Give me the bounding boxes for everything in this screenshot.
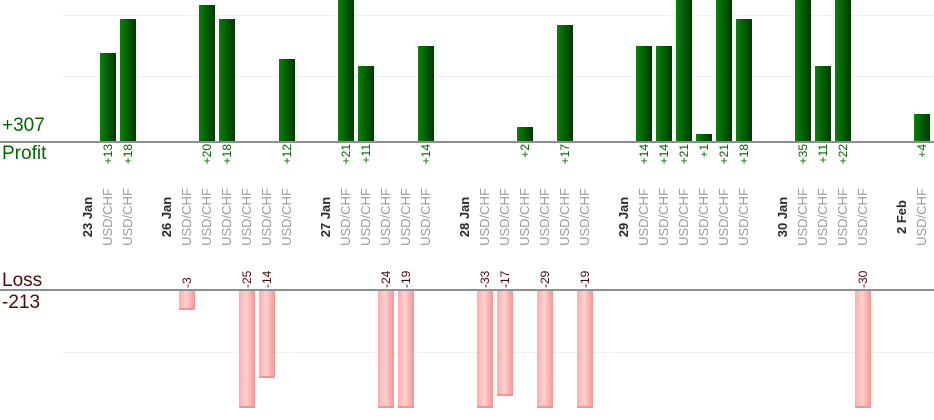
- profit-bar: [696, 134, 712, 141]
- loss-bar: [179, 291, 195, 310]
- profit-bar: [120, 19, 136, 141]
- profit-bar: [676, 0, 692, 141]
- profit-total-label: +307: [2, 115, 45, 136]
- loss-axis-baseline: [0, 289, 934, 291]
- loss-bar: [855, 291, 871, 408]
- gridline-top-2: [63, 76, 934, 77]
- loss-total-label: -213: [2, 292, 41, 313]
- profit-bar: [835, 0, 851, 141]
- profit-bar: [358, 66, 374, 141]
- loss-bar: [398, 291, 414, 408]
- profit-bar: [338, 0, 354, 141]
- profit-bar: [795, 0, 811, 141]
- loss-series-label: Loss: [2, 270, 43, 291]
- profit-axis-baseline: [0, 141, 934, 143]
- profit-bar: [418, 46, 434, 141]
- loss-bar: [577, 291, 593, 408]
- profit-bar: [219, 19, 235, 141]
- loss-bar: [497, 291, 513, 396]
- profit-bar: [656, 46, 672, 141]
- loss-bars-layer: [0, 291, 934, 408]
- profit-bar: [636, 46, 652, 141]
- profit-bar: [100, 53, 116, 141]
- profit-bars-layer: [0, 0, 934, 141]
- profit-bar: [914, 114, 930, 141]
- profit-bar: [517, 127, 533, 141]
- gridline-top-1: [63, 15, 934, 16]
- loss-bar: [239, 291, 255, 408]
- loss-bar: [477, 291, 493, 408]
- loss-bar: [259, 291, 275, 378]
- profit-bar: [716, 0, 732, 141]
- profit-bar: [736, 19, 752, 141]
- profit-bar: [279, 59, 295, 141]
- loss-bar: [537, 291, 553, 408]
- loss-bar: [378, 291, 394, 408]
- profit-bar: [815, 66, 831, 141]
- profit-bar: [557, 25, 573, 141]
- profit-bar: [199, 5, 215, 141]
- profit-series-label: Profit: [2, 143, 47, 164]
